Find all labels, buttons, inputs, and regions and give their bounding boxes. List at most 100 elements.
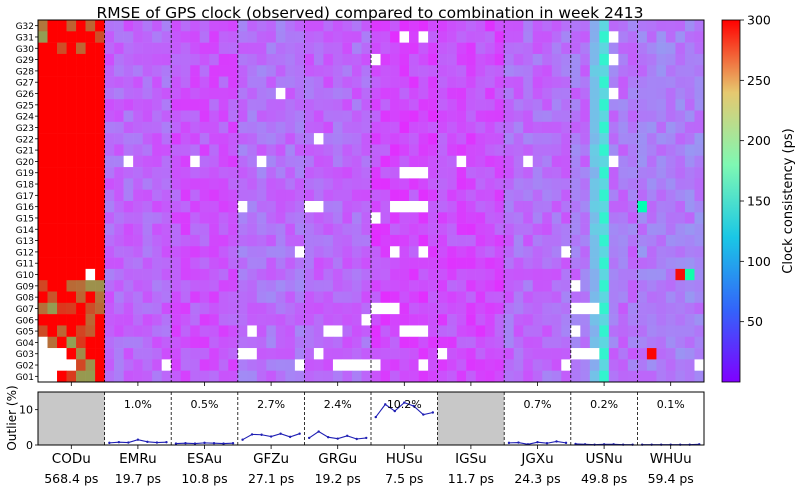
heatmap-cell <box>589 325 600 338</box>
heatmap-cell <box>494 336 505 349</box>
heatmap-cell <box>256 121 267 134</box>
heatmap-cell <box>475 20 486 32</box>
heatmap-cell <box>38 234 48 247</box>
heatmap-cell <box>161 178 172 190</box>
heatmap-cell <box>466 87 476 100</box>
heatmap-cell <box>323 223 334 236</box>
heatmap-cell <box>313 257 324 270</box>
heatmap-cell <box>570 121 581 134</box>
heatmap-cell <box>171 167 182 179</box>
heatmap-cell <box>351 234 362 247</box>
heatmap-cell <box>209 257 220 270</box>
heatmap-cell <box>104 223 115 236</box>
group-rms-label: 19.7 ps <box>115 471 161 486</box>
heatmap-cell <box>665 268 676 281</box>
heatmap-cell <box>180 257 191 270</box>
heatmap-cell <box>494 325 505 338</box>
heatmap-cell <box>390 65 400 77</box>
heatmap-cell <box>532 53 543 66</box>
heatmap-cell <box>409 144 419 157</box>
heatmap-cell <box>285 76 296 89</box>
heatmap-cell <box>418 370 429 383</box>
heatmap-cell <box>304 302 315 315</box>
heatmap-cell <box>371 110 381 123</box>
heatmap-cell <box>133 189 143 202</box>
heatmap-cell <box>209 65 220 77</box>
heatmap-cell <box>57 370 67 383</box>
heatmap-cell <box>694 31 705 43</box>
heatmap-cell <box>580 212 591 224</box>
heatmap-cell <box>142 189 153 202</box>
heatmap-cell <box>466 280 476 292</box>
heatmap-cell <box>494 268 505 281</box>
heatmap-cell <box>152 201 162 213</box>
heatmap-cell <box>247 178 258 190</box>
heatmap-cell <box>390 223 400 236</box>
heatmap-cell <box>275 370 286 383</box>
heatmap-cell <box>684 31 695 43</box>
heatmap-cell <box>599 370 610 383</box>
heatmap-cell <box>428 280 438 292</box>
heatmap-cell <box>684 234 695 247</box>
heatmap-cell <box>104 212 115 224</box>
heatmap-cell <box>342 291 353 304</box>
satellite-label: G18 <box>16 181 35 191</box>
heatmap-cell <box>237 348 248 360</box>
heatmap-cell <box>76 302 86 315</box>
heatmap-cell <box>190 201 201 213</box>
heatmap-cell <box>456 336 467 349</box>
heatmap-cell <box>161 201 172 213</box>
heatmap-cell <box>161 223 172 236</box>
heatmap-cell <box>104 302 115 315</box>
heatmap-cell <box>76 20 86 32</box>
heatmap-cell <box>266 359 277 371</box>
heatmap-cell <box>247 87 258 100</box>
heatmap-cell <box>123 201 134 213</box>
heatmap-cell <box>66 144 77 157</box>
heatmap-cell <box>675 246 686 258</box>
outlier-point <box>117 440 121 444</box>
heatmap-cell <box>76 121 86 134</box>
heatmap-cell <box>418 189 429 202</box>
heatmap-cell <box>161 144 172 157</box>
heatmap-cell <box>608 302 619 315</box>
heatmap-cell <box>304 325 315 338</box>
heatmap-cell <box>38 155 48 168</box>
heatmap-cell <box>542 99 553 111</box>
heatmap-cell <box>323 178 334 190</box>
heatmap-cell <box>142 31 153 43</box>
heatmap-cell <box>361 20 372 32</box>
heatmap-cell <box>171 155 182 168</box>
heatmap-cell <box>466 189 476 202</box>
heatmap-cell <box>399 42 410 55</box>
heatmap-cell <box>627 212 638 224</box>
satellite-label: G15 <box>16 214 34 224</box>
heatmap-cell <box>342 280 353 292</box>
heatmap-cell <box>57 167 67 179</box>
satellite-label: G14 <box>16 226 35 236</box>
heatmap-cell <box>228 359 239 371</box>
heatmap-cell <box>209 212 220 224</box>
group-separators <box>70 20 672 386</box>
heatmap-cell <box>332 65 343 77</box>
heatmap-cell <box>466 336 476 349</box>
heatmap-cell <box>285 20 296 32</box>
outlier-point <box>545 442 549 445</box>
heatmap-cell <box>228 302 239 315</box>
heatmap-cell <box>85 348 96 360</box>
heatmap-cell <box>561 155 572 168</box>
heatmap-cell <box>428 302 438 315</box>
unavailable-box <box>38 392 105 445</box>
heatmap-cell <box>494 178 505 190</box>
heatmap-cell <box>561 201 572 213</box>
heatmap-cell <box>561 144 572 157</box>
heatmap-cell <box>551 144 562 157</box>
heatmap-cell <box>371 144 381 157</box>
heatmap-cell <box>437 110 448 123</box>
heatmap-cell <box>142 223 153 236</box>
outlier-point <box>212 442 216 445</box>
heatmap-cell <box>494 20 505 32</box>
heatmap-cell <box>485 133 495 145</box>
heatmap-cell <box>466 178 476 190</box>
heatmap-cell <box>85 291 96 304</box>
